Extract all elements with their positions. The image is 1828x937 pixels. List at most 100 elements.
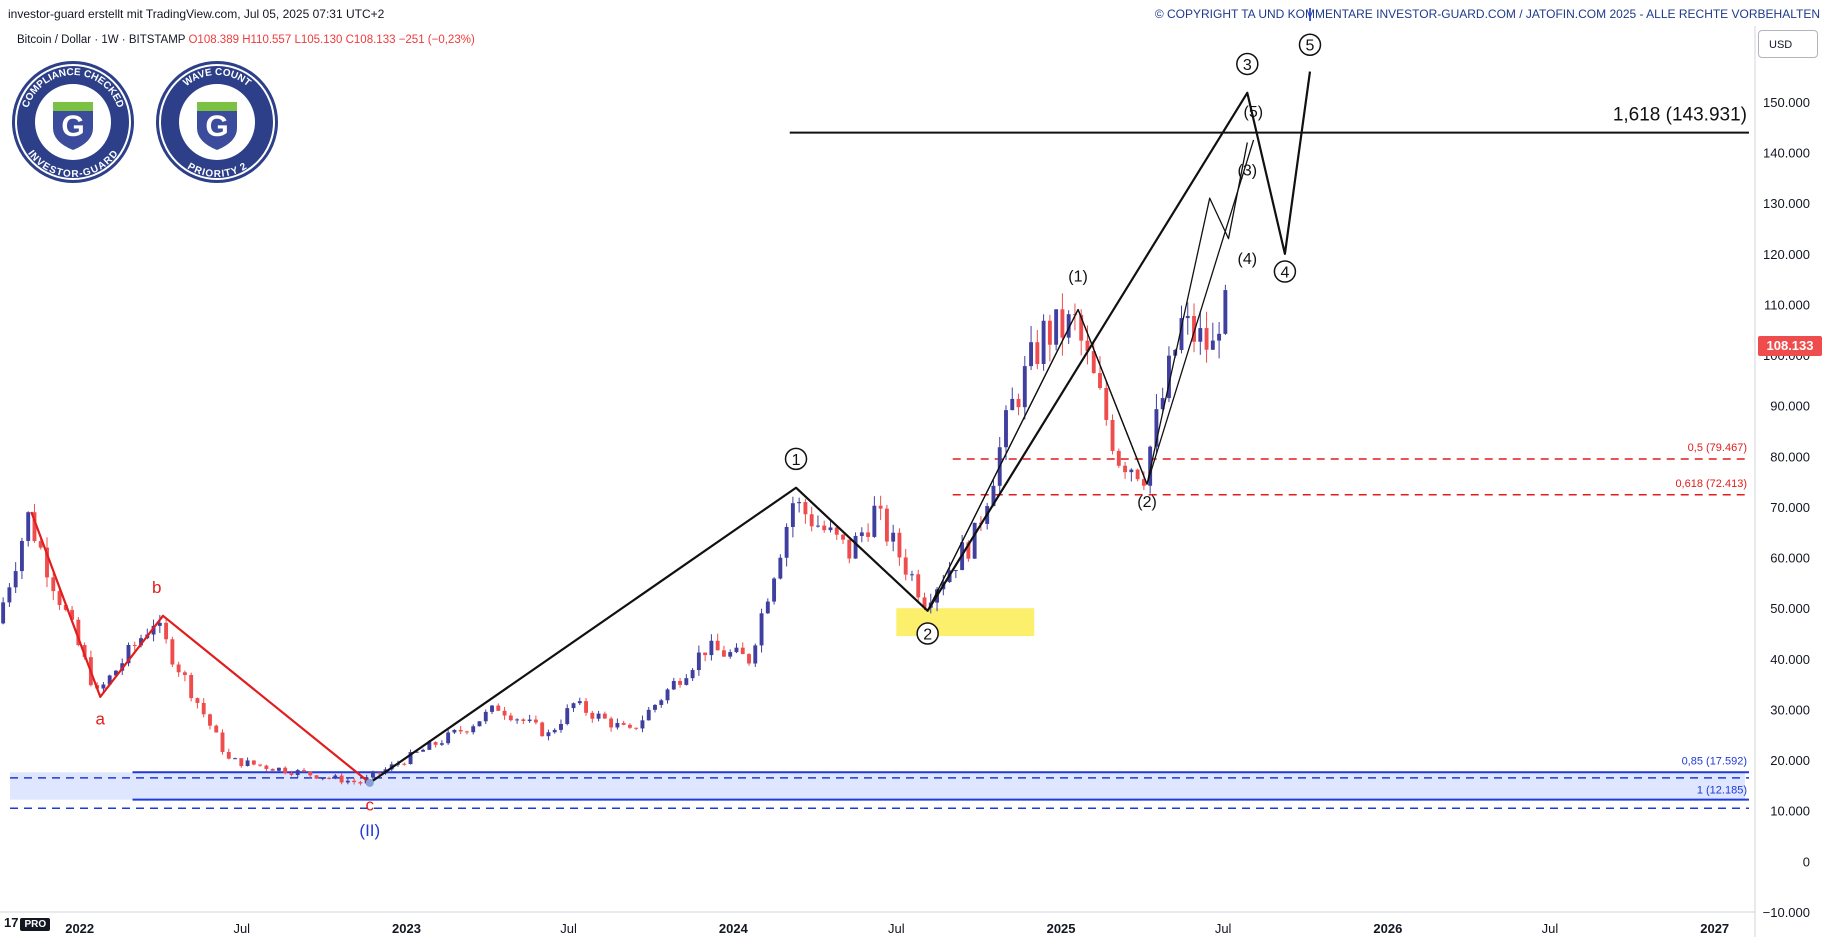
tradingview-logo[interactable]: 17 PRO [4, 915, 51, 931]
price-tick: 30.000 [1770, 702, 1810, 717]
candle [552, 729, 557, 733]
candle [696, 652, 701, 671]
wave-path-black-major [369, 71, 1312, 784]
candle [721, 650, 726, 657]
candle [76, 619, 81, 646]
candle [214, 725, 219, 733]
current-price-badge: 108.133 [1758, 336, 1822, 356]
candle [546, 732, 551, 737]
zone-layer [10, 608, 1745, 800]
candle [421, 749, 426, 752]
candle [170, 639, 175, 665]
candle [283, 767, 288, 774]
candle [747, 654, 751, 664]
candle [1054, 309, 1059, 345]
price-tick: 150.000 [1763, 95, 1810, 110]
candle [953, 570, 958, 572]
candle [640, 720, 645, 729]
fib-1618-label: 1,618 (143.931) [1613, 105, 1747, 126]
candle [602, 713, 607, 719]
candle [308, 771, 313, 776]
candle [897, 532, 902, 558]
candle [51, 577, 56, 592]
candle [559, 723, 563, 730]
wave-c-dot [365, 778, 374, 787]
candle [327, 777, 332, 779]
candle [878, 505, 883, 509]
candle [803, 502, 808, 515]
candle [734, 647, 739, 653]
candle [264, 765, 269, 769]
time-tick: Jul [1215, 921, 1232, 936]
price-tick: 60.000 [1770, 551, 1810, 566]
fib-085-label: 0,85 (17.592) [1682, 755, 1747, 767]
candle [45, 547, 49, 578]
wave-path-red-abc [30, 511, 371, 784]
compliance-badge: G COMPLIANCE CHECKED INVESTOR-GUARD [12, 61, 134, 183]
price-tick: 110.000 [1764, 297, 1810, 312]
candle [57, 591, 62, 606]
candle [32, 512, 37, 542]
candle [70, 609, 75, 620]
wave-circled-label-4: 4 [1280, 265, 1289, 282]
currency-selector[interactable]: USD [1758, 30, 1818, 58]
candle [1148, 446, 1153, 486]
candle [1167, 355, 1171, 399]
candle [859, 532, 864, 536]
wave-path-black-sub-b [927, 142, 1248, 612]
candle [270, 768, 275, 771]
candle [1010, 398, 1015, 411]
high-value: H110.557 [242, 34, 292, 46]
candle [627, 724, 632, 728]
time-tick: Jul [233, 921, 250, 936]
wave-circle [1273, 260, 1297, 283]
candle [1022, 366, 1027, 408]
candle [114, 670, 118, 676]
candle [377, 772, 382, 774]
wave-circle [784, 447, 808, 471]
time-tick: 2022 [65, 921, 94, 936]
candle [533, 719, 538, 723]
wave-paren-label-(3): (3) [1238, 162, 1258, 179]
price-axis[interactable]: 160.000150.000140.000130.000120.000110.0… [1763, 44, 1810, 920]
candle [465, 731, 469, 733]
candle [797, 502, 802, 504]
candle [772, 578, 777, 602]
candle [333, 775, 338, 778]
candle [245, 760, 250, 767]
support-zone [10, 772, 1745, 800]
candle [916, 574, 921, 598]
candle [201, 702, 206, 715]
candle [1217, 333, 1222, 341]
candle [1029, 342, 1034, 367]
candle [527, 719, 532, 721]
symbol-legend: Bitcoin / Dollar · 1W · BITSTAMP O108.38… [17, 34, 475, 46]
candle [176, 664, 181, 673]
time-axis[interactable]: 2022 Jul 2023 Jul 2024 Jul 2025 Jul 2026 Jul 2027 [65, 921, 1729, 936]
candle [609, 718, 614, 728]
candle [847, 539, 852, 559]
price-tick: 80.000 [1770, 449, 1810, 464]
candle [239, 758, 244, 767]
wave-circled-label-5: 5 [1306, 38, 1315, 55]
candle [7, 587, 12, 603]
candle [427, 742, 432, 750]
candle [101, 684, 106, 689]
candles-layer [1, 284, 1228, 786]
candle [157, 622, 162, 626]
candle [164, 622, 169, 640]
fib-layer: 1,618 (143.931) 0,5 (79.467) 0,618 (72.413… [10, 105, 1749, 809]
candle [615, 722, 620, 728]
candle [1091, 351, 1096, 374]
wave-label-a: a [96, 710, 106, 729]
price-tick: 120.000 [1763, 247, 1810, 262]
price-tick: 70.000 [1770, 500, 1810, 515]
candle [508, 715, 513, 721]
candle [1098, 373, 1102, 388]
candle [1179, 318, 1184, 350]
candle [483, 711, 488, 722]
wave-paren-label-(5): (5) [1244, 104, 1264, 121]
wave-paren-label-(4): (4) [1238, 251, 1258, 268]
candle [19, 540, 24, 572]
